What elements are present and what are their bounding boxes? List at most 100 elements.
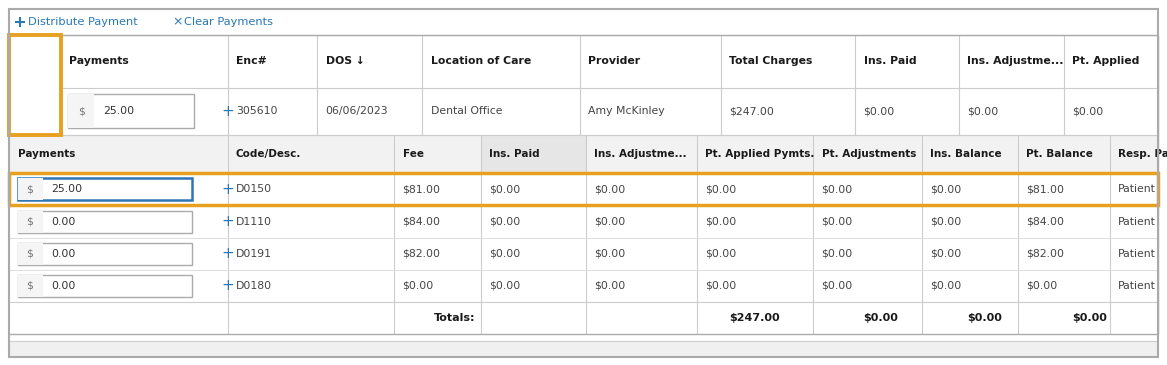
Text: $84.00: $84.00	[403, 216, 441, 227]
Text: $0.00: $0.00	[1026, 281, 1057, 291]
Bar	[18, 275, 193, 297]
Text: $0.00: $0.00	[594, 184, 626, 195]
Text: +: +	[222, 246, 235, 261]
Text: $0.00: $0.00	[594, 216, 626, 227]
Text: $82.00: $82.00	[403, 249, 441, 259]
Text: Totals:: Totals:	[433, 313, 475, 323]
Text: $0.00: $0.00	[822, 281, 853, 291]
Text: 25.00: 25.00	[104, 106, 134, 116]
Text: ∧: ∧	[30, 105, 40, 118]
Text: $0.00: $0.00	[403, 281, 434, 291]
Text: $0.00: $0.00	[1072, 313, 1107, 323]
Text: $: $	[26, 216, 33, 227]
Text: Ins. Paid: Ins. Paid	[489, 149, 539, 159]
Bar	[9, 35, 61, 135]
Text: $0.00: $0.00	[930, 184, 962, 195]
Text: 06/06/2023: 06/06/2023	[326, 106, 389, 116]
Text: Distribute Payment: Distribute Payment	[28, 17, 138, 27]
Text: $0.00: $0.00	[594, 281, 626, 291]
Text: +: +	[222, 182, 235, 197]
Text: +: +	[222, 214, 235, 229]
Text: $0.00: $0.00	[489, 216, 520, 227]
Text: $0.00: $0.00	[705, 249, 736, 259]
Text: Ins. Adjustme...: Ins. Adjustme...	[594, 149, 686, 159]
Text: Pt. Adjustments: Pt. Adjustments	[822, 149, 916, 159]
Text: Clear Payments: Clear Payments	[184, 17, 273, 27]
Text: 305610: 305610	[236, 106, 278, 116]
Text: Amy McKinley: Amy McKinley	[588, 106, 665, 116]
Text: ×: ×	[173, 15, 183, 28]
Text: Provider: Provider	[588, 56, 641, 66]
Text: $0.00: $0.00	[705, 184, 736, 195]
Bar	[9, 88, 1158, 135]
Text: $82.00: $82.00	[1026, 249, 1064, 259]
Text: $84.00: $84.00	[1026, 216, 1064, 227]
Text: Location of Care: Location of Care	[431, 56, 531, 66]
Text: D0180: D0180	[236, 281, 272, 291]
Text: Pt. Applied Pymts.: Pt. Applied Pymts.	[705, 149, 815, 159]
Bar	[69, 94, 95, 128]
Text: 0.00: 0.00	[51, 216, 76, 227]
Text: $0.00: $0.00	[705, 216, 736, 227]
Text: $0.00: $0.00	[705, 281, 736, 291]
Bar	[9, 270, 1158, 302]
Text: $0.00: $0.00	[864, 313, 899, 323]
Text: Enc#: Enc#	[236, 56, 266, 66]
Text: $0.00: $0.00	[967, 106, 999, 116]
Text: $: $	[78, 106, 84, 116]
Text: Total Charges: Total Charges	[729, 56, 812, 66]
Text: $247.00: $247.00	[729, 106, 774, 116]
Bar	[9, 341, 1158, 357]
Text: Patient: Patient	[1118, 184, 1155, 195]
Text: 25.00: 25.00	[51, 184, 83, 195]
Text: $81.00: $81.00	[1026, 184, 1064, 195]
Text: +: +	[222, 104, 235, 119]
Bar	[9, 135, 1158, 173]
Text: +: +	[222, 278, 235, 293]
Text: $0.00: $0.00	[930, 249, 962, 259]
Text: $0.00: $0.00	[822, 184, 853, 195]
Bar	[18, 275, 43, 297]
Text: $247.00: $247.00	[729, 313, 780, 323]
Text: $0.00: $0.00	[930, 281, 962, 291]
Text: Payments: Payments	[69, 56, 128, 66]
Bar	[69, 94, 194, 128]
Text: D0150: D0150	[236, 184, 272, 195]
Bar	[9, 9, 1158, 35]
Text: $0.00: $0.00	[822, 216, 853, 227]
Text: Patient: Patient	[1118, 216, 1155, 227]
Text: DOS ↓: DOS ↓	[326, 56, 364, 66]
Text: Code/Desc.: Code/Desc.	[236, 149, 301, 159]
Text: $0.00: $0.00	[594, 249, 626, 259]
Bar	[18, 211, 43, 233]
Text: Dental Office: Dental Office	[431, 106, 502, 116]
Text: $81.00: $81.00	[403, 184, 441, 195]
Text: Ins. Adjustme...: Ins. Adjustme...	[967, 56, 1064, 66]
Text: $0.00: $0.00	[967, 313, 1002, 323]
Text: Fee: Fee	[403, 149, 424, 159]
Bar	[18, 178, 193, 200]
Bar	[9, 173, 1158, 205]
Bar	[18, 211, 193, 233]
Text: $0.00: $0.00	[1072, 106, 1104, 116]
Text: $0.00: $0.00	[489, 281, 520, 291]
Text: 0.00: 0.00	[51, 249, 76, 259]
Text: Patient: Patient	[1118, 281, 1155, 291]
Bar	[9, 238, 1158, 270]
Text: Ins. Paid: Ins. Paid	[864, 56, 916, 66]
Text: $0.00: $0.00	[489, 184, 520, 195]
Text: Pt. Applied: Pt. Applied	[1072, 56, 1140, 66]
Text: Resp. Party: Resp. Party	[1118, 149, 1167, 159]
Text: $0.00: $0.00	[864, 106, 895, 116]
Text: $: $	[26, 249, 33, 259]
Bar	[9, 173, 1158, 205]
Text: Pt. Balance: Pt. Balance	[1026, 149, 1092, 159]
Text: D1110: D1110	[236, 216, 272, 227]
Text: $: $	[26, 281, 33, 291]
Text: $: $	[26, 184, 33, 195]
Bar	[9, 205, 1158, 238]
Bar	[18, 243, 193, 265]
Text: $0.00: $0.00	[489, 249, 520, 259]
Text: ∨: ∨	[30, 55, 40, 68]
Bar	[18, 178, 43, 200]
